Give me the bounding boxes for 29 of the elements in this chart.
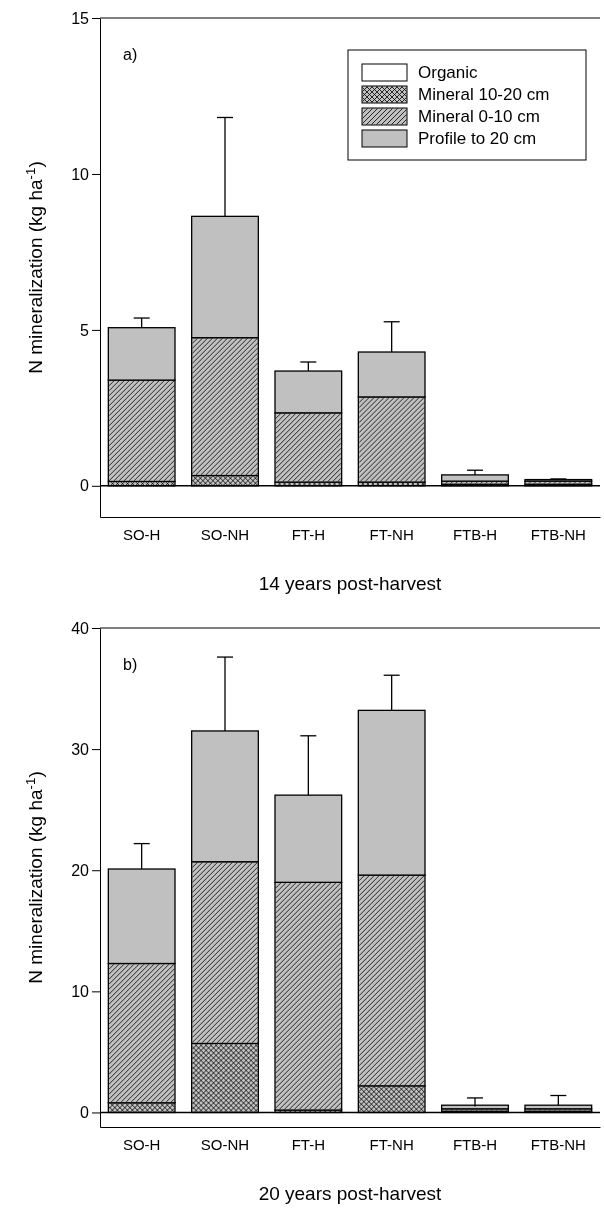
x-tick-label: FTB-NH xyxy=(530,525,586,543)
x-tick-label: SO-NH xyxy=(200,1135,250,1153)
y-tick-label: 5 xyxy=(80,321,90,339)
x-tick-label: FTB-NH xyxy=(530,1135,586,1153)
annotation: b) xyxy=(123,656,138,673)
y-tick-label: 15 xyxy=(71,9,90,27)
y-tick-label: 0 xyxy=(80,1104,90,1122)
x-tick-label: FT-NH xyxy=(369,1135,414,1153)
y-tick-label: 10 xyxy=(71,165,90,183)
x-tick-label: SO-H xyxy=(122,525,161,543)
x-tick-label: FT-H xyxy=(291,525,325,543)
x-axis-title: 20 years post-harvest xyxy=(258,1183,443,1204)
x-tick-label: FT-H xyxy=(291,1135,325,1153)
legend-label: Mineral 0-10 cm xyxy=(418,107,540,126)
legend-label: Mineral 10-20 cm xyxy=(418,85,550,104)
x-tick-label: FT-NH xyxy=(369,525,414,543)
y-tick-label: 0 xyxy=(80,477,90,495)
x-tick-label: FTB-H xyxy=(452,525,498,543)
x-axis-title: 14 years post-harvest xyxy=(258,573,443,594)
legend-label: Organic xyxy=(418,63,479,82)
x-tick-label: SO-H xyxy=(122,1135,161,1153)
y-tick-label: 40 xyxy=(71,619,90,637)
annotation: a) xyxy=(123,46,138,63)
x-tick-label: SO-NH xyxy=(200,525,250,543)
y-tick-label: 20 xyxy=(71,861,90,879)
y-tick-label: 30 xyxy=(71,740,90,758)
legend-label: Profile to 20 cm xyxy=(418,129,537,148)
y-tick-label: 10 xyxy=(71,982,90,1000)
x-tick-label: FTB-H xyxy=(452,1135,498,1153)
